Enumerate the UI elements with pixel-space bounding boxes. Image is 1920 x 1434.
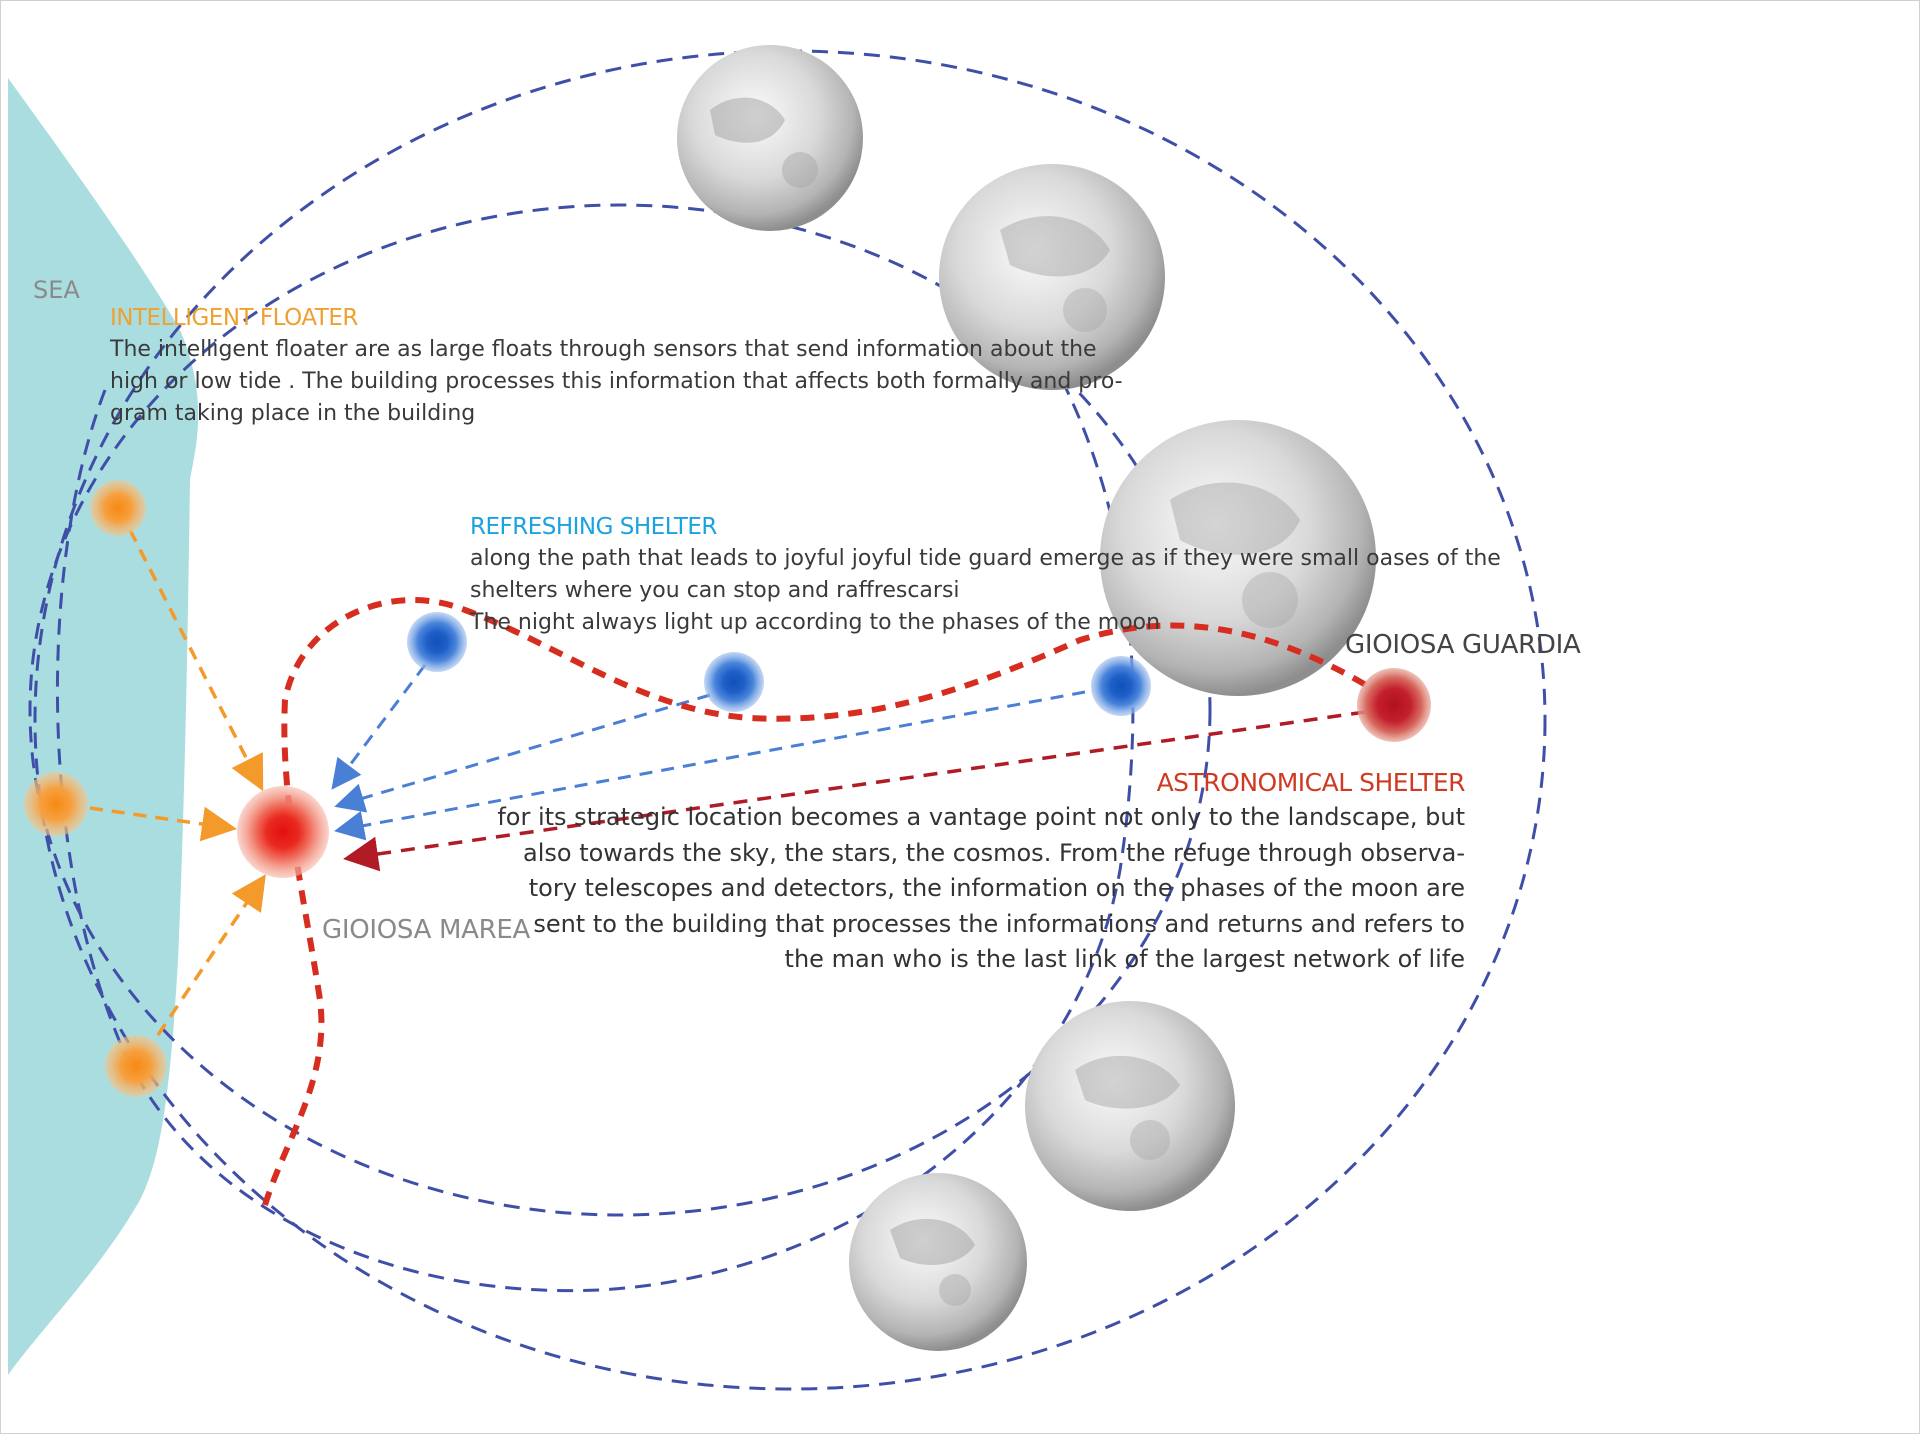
main-path <box>262 597 1392 1206</box>
text-line: shelters where you can stop and raffresc… <box>470 578 960 603</box>
sea-label: SEA <box>33 276 80 304</box>
intelligent-floater-title: INTELLIGENT FLOATER <box>110 305 358 331</box>
shelter-node-icon <box>1091 656 1151 716</box>
moons <box>677 45 1376 1351</box>
astronomical-shelter-text: for its strategic location becomes a van… <box>497 800 1465 978</box>
gioiosa-guardia-label: GIOIOSA GUARDIA <box>1345 630 1581 660</box>
refreshing-shelter-text: along the path that leads to joyful joyf… <box>470 543 1501 639</box>
shelter-node-icon <box>407 612 467 672</box>
astronomical-shelter-title: ASTRONOMICAL SHELTER <box>1156 768 1466 797</box>
moon-icon <box>1100 420 1376 696</box>
gioiosa-marea-label: GIOIOSA MAREA <box>322 915 531 945</box>
text-line: The intelligent floater are as large flo… <box>110 337 1097 362</box>
gioiosa-guardia-node-icon <box>1357 668 1431 742</box>
text-line: The night always light up according to t… <box>470 610 1161 635</box>
moon-icon <box>849 1173 1027 1351</box>
shelter-nodes <box>407 612 1151 716</box>
floater-nodes <box>24 480 167 1097</box>
floater-arrows <box>89 529 266 1036</box>
moon-icon <box>1025 1001 1235 1211</box>
intelligent-floater-text: The intelligent floater are as large flo… <box>110 334 1123 430</box>
orbit-inner <box>28 203 1212 1217</box>
gioiosa-marea-node-icon <box>237 786 329 878</box>
text-line: high or low tide . The building processe… <box>110 369 1123 394</box>
shelter-node-icon <box>704 652 764 712</box>
shelter-arrows <box>331 664 1086 841</box>
floater-node-icon <box>24 772 88 836</box>
sea-area <box>8 78 199 1375</box>
floater-node-icon <box>105 1035 167 1097</box>
text-line: tory telescopes and detectors, the infor… <box>528 874 1465 902</box>
floater-node-icon <box>90 480 146 536</box>
text-line: for its strategic location becomes a van… <box>497 803 1465 831</box>
refreshing-shelter-title: REFRESHING SHELTER <box>470 514 717 540</box>
text-line: also towards the sky, the stars, the cos… <box>523 838 1465 867</box>
moon-icon <box>677 45 863 231</box>
text-line: the man who is the last link of the larg… <box>784 945 1465 973</box>
text-line: gram taking place in the building <box>110 401 476 426</box>
moon-icon <box>939 164 1165 390</box>
text-line: along the path that leads to joyful joyf… <box>470 546 1501 571</box>
guardia-arrow <box>343 710 1366 872</box>
text-line: sent to the building that processes the … <box>533 909 1465 938</box>
